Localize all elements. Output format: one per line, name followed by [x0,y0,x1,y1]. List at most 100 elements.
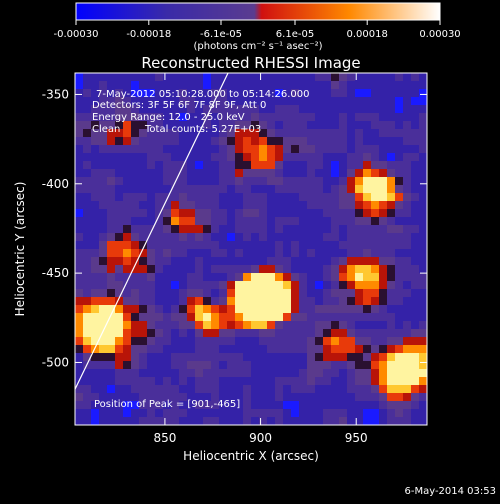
heatmap-cell [187,361,196,370]
heatmap-cell [243,185,252,194]
heatmap-cell [163,137,172,146]
heatmap-cell [291,225,300,234]
heatmap-cell [323,185,332,194]
heatmap-cell [291,417,300,425]
heatmap-cell [363,265,372,274]
heatmap-cell [243,345,252,354]
heatmap-cell [75,345,84,354]
heatmap-cell [307,281,316,290]
heatmap-cell [379,209,388,218]
heatmap-cell [195,321,204,330]
heatmap-cell [187,265,196,274]
heatmap-cell [211,377,220,386]
heatmap-cell [131,225,140,234]
heatmap-cell [331,321,340,330]
heatmap-cell [91,153,100,162]
heatmap-cell [251,305,260,314]
heatmap-cell [379,225,388,234]
heatmap-cell [83,313,92,322]
heatmap-cell [115,353,124,362]
heatmap-cell [219,209,228,218]
heatmap-cell [147,321,156,330]
heatmap-cell [379,161,388,170]
heatmap-cell [307,225,316,234]
heatmap-cell [371,305,380,314]
heatmap-cell [307,409,316,418]
heatmap-cell [347,185,356,194]
heatmap-cell [395,177,404,186]
heatmap-cell [347,401,356,410]
heatmap-cell [147,353,156,362]
heatmap-cell [155,417,164,425]
heatmap-cell [275,105,284,114]
heatmap-cell [299,89,308,98]
heatmap-cell [307,153,316,162]
heatmap-cell [91,321,100,330]
heatmap-cell [99,313,108,322]
heatmap-cell [251,377,260,386]
heatmap-cell [179,225,188,234]
heatmap-cell [291,217,300,226]
heatmap-cell [315,217,324,226]
heatmap-cell [179,137,188,146]
heatmap-cell [251,177,260,186]
heatmap-cell [235,361,244,370]
heatmap-cell [347,121,356,130]
heatmap-cell [203,281,212,290]
heatmap-cell [403,137,412,146]
heatmap-cell [187,337,196,346]
heatmap-cell [379,241,388,250]
heatmap-cell [227,329,236,338]
algorithm-annotation: Clean [92,124,120,135]
heatmap-cell [419,385,427,394]
heatmap-cell [339,145,348,154]
heatmap-cell [179,353,188,362]
heatmap-cell [211,329,220,338]
heatmap-cell [339,281,348,290]
heatmap-cell [219,129,228,138]
heatmap-cell [395,249,404,258]
heatmap-cell [283,393,292,402]
heatmap-cell [331,385,340,394]
heatmap-cell [323,409,332,418]
heatmap-cell [395,305,404,314]
heatmap-cell [139,369,148,378]
heatmap-cell [227,257,236,266]
heatmap-cell [75,105,84,114]
heatmap-cell [91,369,100,378]
heatmap-cell [75,369,84,378]
heatmap-cell [211,241,220,250]
heatmap-cell [155,145,164,154]
heatmap-cell [411,249,420,258]
heatmap-cell [139,265,148,274]
heatmap-cell [211,145,220,154]
heatmap-cell [299,97,308,106]
heatmap-cell [131,377,140,386]
heatmap-cell [227,369,236,378]
heatmap-cell [387,417,396,425]
heatmap-cell [155,337,164,346]
heatmap-cell [267,233,276,242]
heatmap-cell [195,313,204,322]
heatmap-cell [259,329,268,338]
heatmap-cell [323,97,332,106]
heatmap-cell [107,377,116,386]
heatmap-cell [91,177,100,186]
heatmap-cell [275,73,284,82]
heatmap-cell [203,313,212,322]
heatmap-cell [187,289,196,298]
heatmap-cell [203,129,212,138]
heatmap-cell [395,169,404,178]
heatmap-cell [347,297,356,306]
heatmap-cell [339,121,348,130]
heatmap-cell [315,233,324,242]
heatmap-cell [379,273,388,282]
heatmap-cell [251,321,260,330]
heatmap-cell [411,97,420,106]
heatmap-cell [115,105,124,114]
heatmap-cell [99,145,108,154]
heatmap-cell [139,241,148,250]
heatmap-cell [259,73,268,82]
heatmap-cell [347,217,356,226]
heatmap-cell [283,89,292,98]
